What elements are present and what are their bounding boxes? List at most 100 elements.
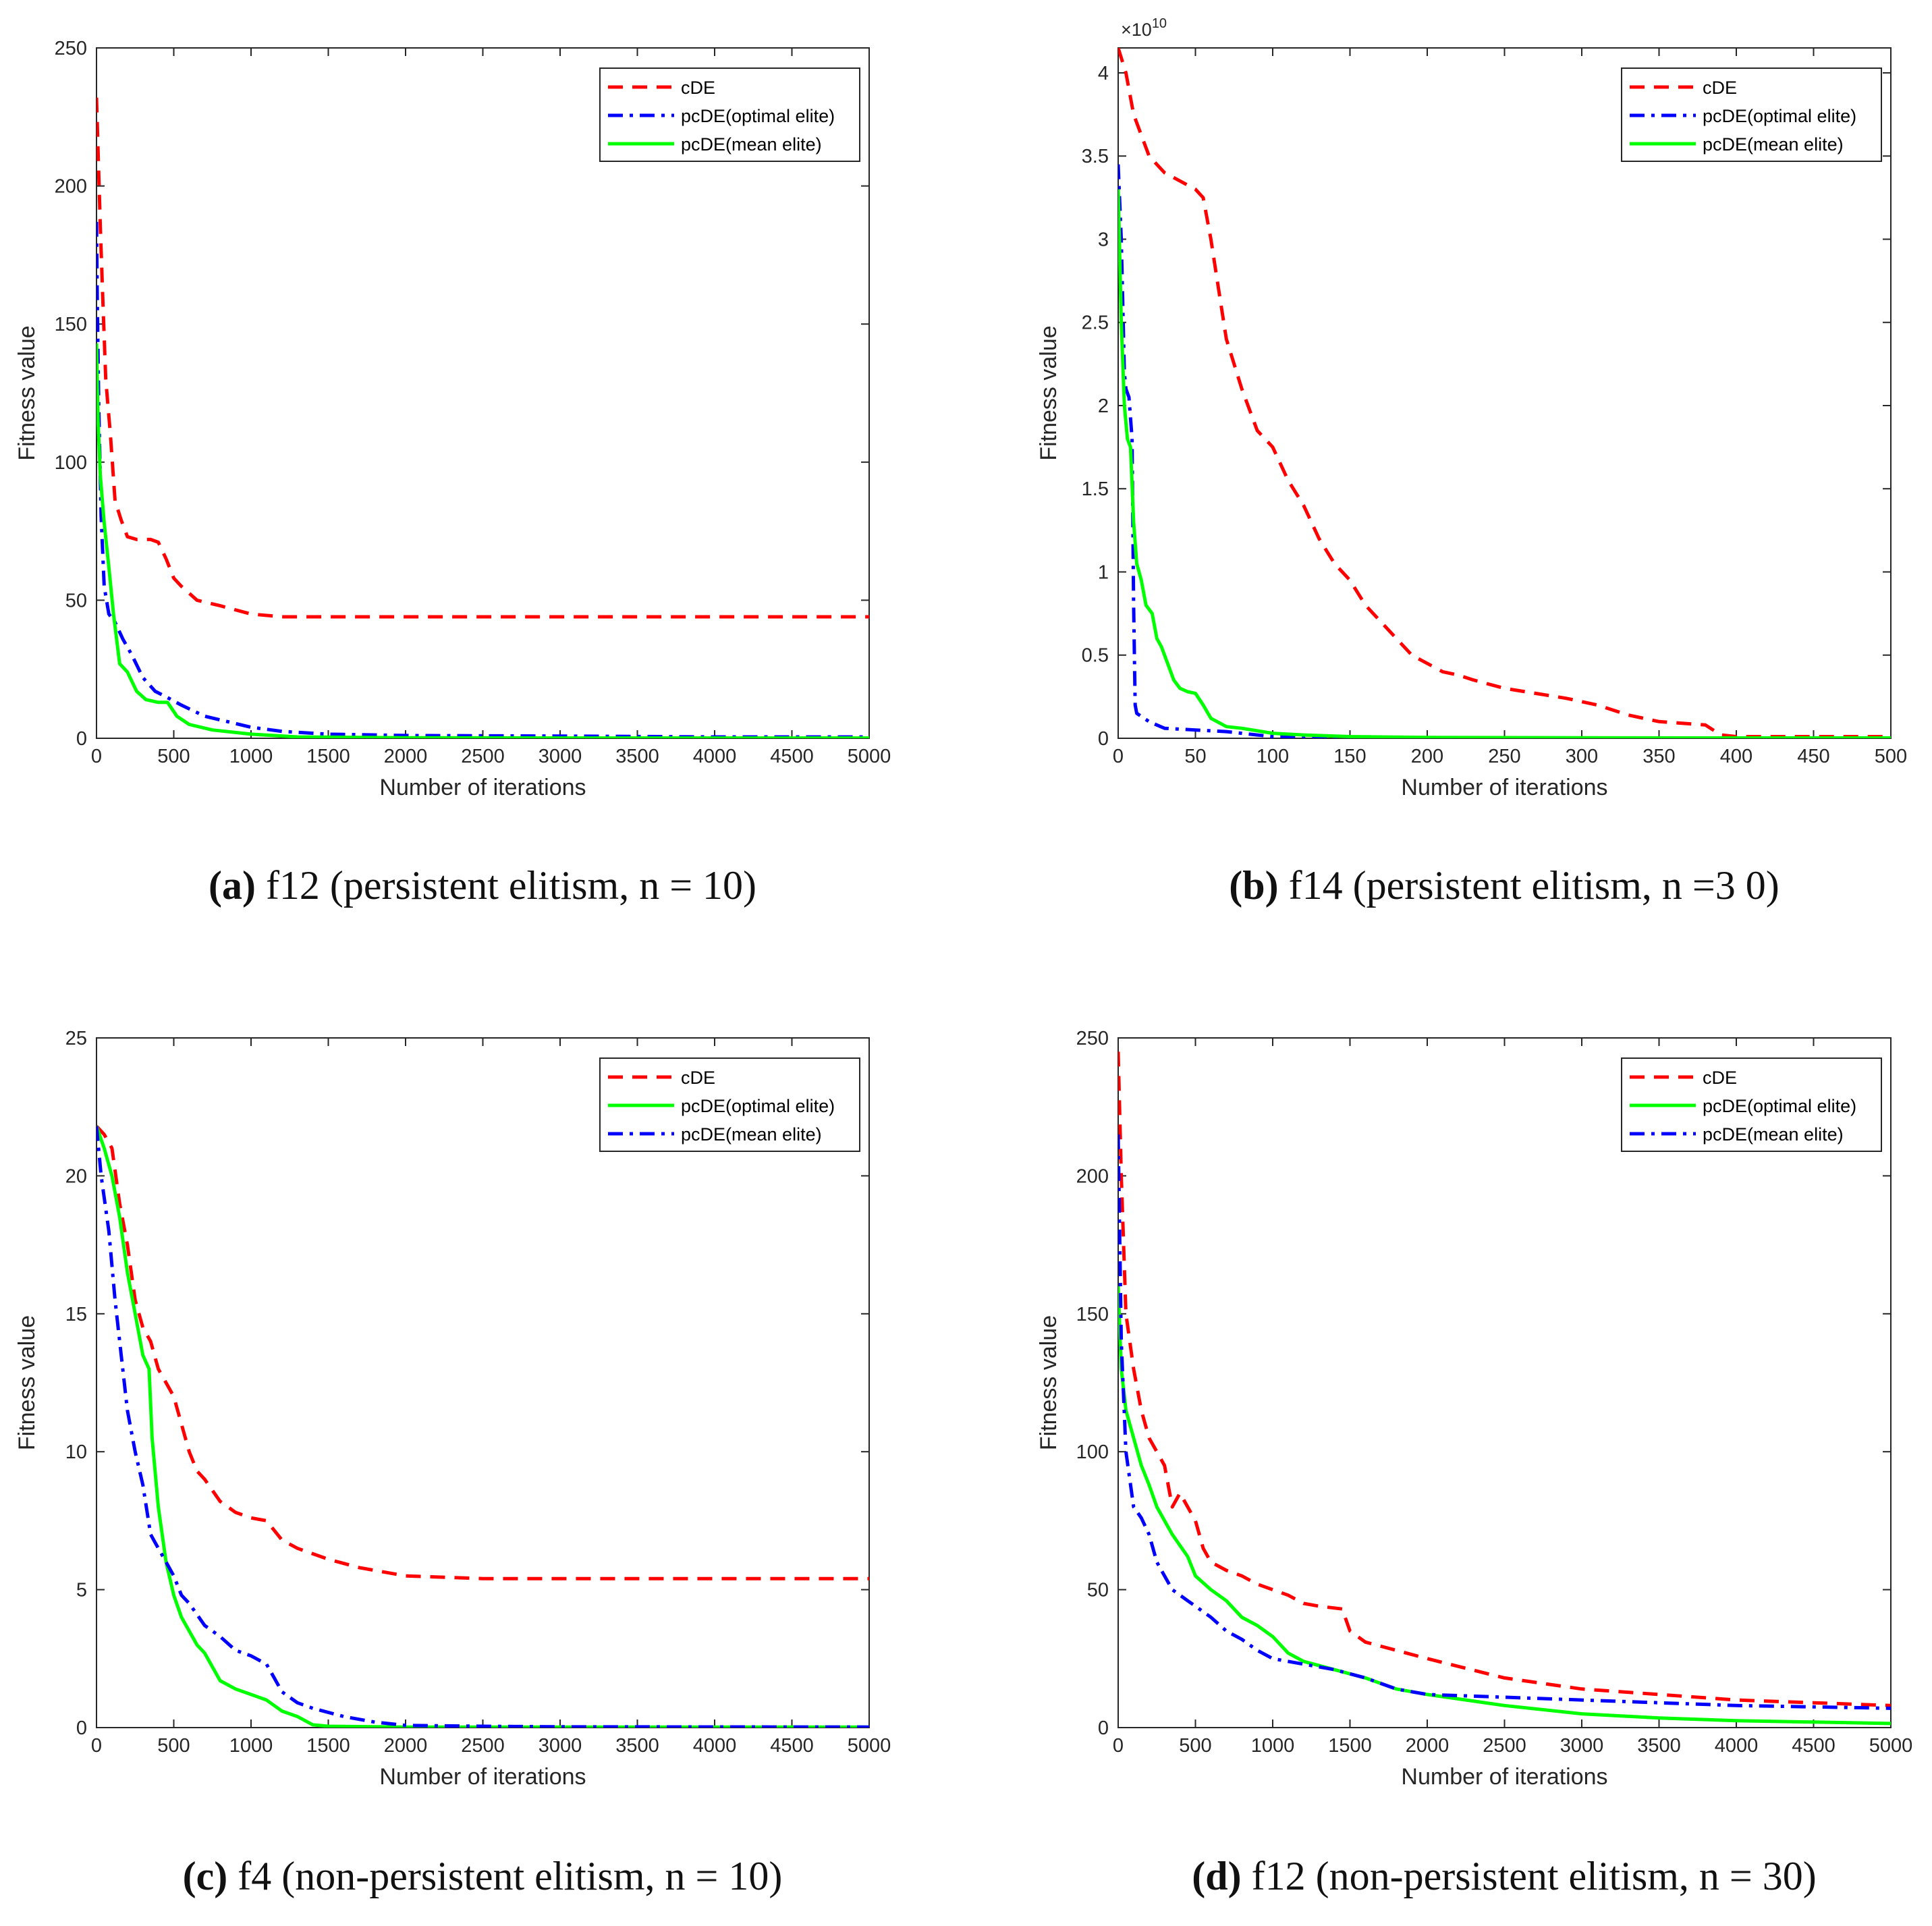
- y-tick-label: 100: [55, 452, 87, 474]
- x-tick-label: 1000: [229, 746, 273, 767]
- x-tick-label: 2500: [1483, 1735, 1526, 1757]
- y-tick-label: 200: [55, 176, 87, 198]
- legend-label: pcDE(optimal elite): [681, 1096, 835, 1116]
- y-tick-label: 10: [65, 1441, 87, 1463]
- panel-caption: (b) f14 (persistent elitism, n =3 0): [1229, 863, 1779, 908]
- x-axis-label: Number of iterations: [379, 775, 586, 800]
- legend-label: pcDE(optimal elite): [1703, 106, 1856, 126]
- legend-label: cDE: [1703, 1068, 1737, 1088]
- series-line-pcde-mean-elite-: [1118, 189, 1891, 738]
- legend-label: cDE: [681, 78, 715, 98]
- y-tick-label: 1: [1098, 561, 1109, 583]
- x-tick-label: 2000: [384, 746, 428, 767]
- chart-panel-3: 0 500 1000 1500 2000 2500 3000 3500 4000 4500 5000…: [1036, 1028, 1912, 1898]
- y-axis-label: Fitness value: [1036, 1315, 1061, 1450]
- panel-caption: (a) f12 (persistent elitism, n = 10): [209, 863, 756, 908]
- y-tick-label: 0: [1098, 728, 1109, 750]
- x-tick-label: 500: [157, 1735, 190, 1757]
- x-tick-label: 1500: [306, 1735, 350, 1757]
- x-tick-label: 3500: [615, 746, 659, 767]
- series-line-cde: [96, 1125, 869, 1580]
- x-tick-label: 200: [1411, 746, 1443, 767]
- x-tick-label: 0: [91, 746, 102, 767]
- legend-label: pcDE(optimal elite): [681, 106, 835, 126]
- legend-box: [599, 67, 860, 162]
- x-tick-label: 500: [1875, 746, 1907, 767]
- series-line-cde: [1118, 1051, 1891, 1707]
- series-line-pcde-optimal-elite-: [96, 1125, 869, 1728]
- panel-caption: (c) f4 (non-persistent elitism, n = 10): [183, 1854, 783, 1898]
- plot-area: [1117, 47, 1892, 739]
- x-tick-label: 3000: [1560, 1735, 1604, 1757]
- x-tick-label: 1500: [1328, 1735, 1372, 1757]
- y-axis-label: Fitness value: [14, 325, 40, 460]
- y-tick-label: 25: [65, 1028, 87, 1049]
- x-tick-label: 1500: [306, 746, 350, 767]
- y-tick-label: 0: [76, 728, 87, 750]
- legend-label: pcDE(mean elite): [681, 1124, 822, 1145]
- x-tick-label: 3000: [539, 746, 582, 767]
- y-tick-label: 250: [55, 38, 87, 59]
- x-tick-label: 1000: [1251, 1735, 1295, 1757]
- legend-label: pcDE(optimal elite): [1703, 1096, 1856, 1116]
- x-tick-label: 2000: [384, 1735, 428, 1757]
- legend-label: pcDE(mean elite): [681, 134, 822, 155]
- y-tick-label: 4: [1098, 63, 1109, 84]
- x-tick-label: 500: [1179, 1735, 1211, 1757]
- series-line-pcde-mean-elite-: [96, 343, 869, 738]
- legend-label: cDE: [681, 1068, 715, 1088]
- panel-caption: (d) f12 (non-persistent elitism, n = 30): [1192, 1854, 1816, 1898]
- plot-area: [96, 47, 870, 739]
- x-tick-label: 2500: [461, 1735, 505, 1757]
- x-tick-label: 3500: [1637, 1735, 1681, 1757]
- x-tick-label: 500: [157, 746, 190, 767]
- y-tick-label: 200: [1076, 1165, 1109, 1187]
- x-tick-label: 4000: [693, 1735, 737, 1757]
- chart-panel-1: 0 50 100 150 200 250 300 350 400 450 500 0 0.5 1 1.5 2 2…: [1036, 16, 1907, 908]
- x-tick-label: 4500: [770, 746, 814, 767]
- y-axis-label: Fitness value: [14, 1315, 40, 1450]
- x-axis-label: Number of iterations: [1401, 1764, 1607, 1790]
- x-tick-label: 5000: [1869, 1735, 1913, 1757]
- x-tick-label: 4000: [1715, 1735, 1759, 1757]
- y-tick-label: 5: [76, 1580, 87, 1601]
- x-tick-label: 350: [1643, 746, 1675, 767]
- chart-panel-0: 0 500 1000 1500 2000 2500 3000 3500 4000 4500 5000…: [14, 38, 891, 908]
- series-line-pcde-mean-elite-: [96, 1126, 869, 1728]
- x-tick-label: 100: [1257, 746, 1289, 767]
- y-tick-label: 150: [1076, 1304, 1109, 1325]
- y-axis-label: Fitness value: [1036, 325, 1061, 460]
- y-tick-label: 0: [76, 1717, 87, 1739]
- x-axis-label: Number of iterations: [1401, 775, 1607, 800]
- x-tick-label: 0: [1113, 1735, 1124, 1757]
- x-tick-label: 250: [1488, 746, 1520, 767]
- y-tick-label: 0.5: [1082, 645, 1109, 667]
- y-tick-label: 50: [65, 590, 87, 611]
- x-tick-label: 0: [91, 1735, 102, 1757]
- y-tick-label: 0: [1098, 1717, 1109, 1739]
- y-tick-label: 150: [55, 314, 87, 335]
- x-tick-label: 2000: [1406, 1735, 1450, 1757]
- y-tick-label: 3.5: [1082, 146, 1109, 167]
- y-tick-label: 3: [1098, 229, 1109, 250]
- series-line-cde: [96, 97, 869, 619]
- series-line-pcde-optimal-elite-: [96, 221, 869, 738]
- x-tick-label: 5000: [848, 1735, 891, 1757]
- legend-label: cDE: [1703, 78, 1737, 98]
- x-tick-label: 300: [1566, 746, 1598, 767]
- x-tick-label: 50: [1184, 746, 1206, 767]
- x-tick-label: 2500: [461, 746, 505, 767]
- plot-area: [1117, 1037, 1892, 1728]
- x-tick-label: 1000: [229, 1735, 273, 1757]
- y-exponent-label: ×1010: [1121, 16, 1167, 40]
- y-tick-label: 1.5: [1082, 478, 1109, 500]
- legend-label: pcDE(mean elite): [1703, 134, 1844, 155]
- x-tick-label: 400: [1720, 746, 1752, 767]
- x-tick-label: 3500: [615, 1735, 659, 1757]
- legend-label: pcDE(mean elite): [1703, 1124, 1844, 1145]
- x-tick-label: 0: [1113, 746, 1124, 767]
- series-line-pcde-mean-elite-: [1118, 1134, 1891, 1710]
- y-tick-label: 15: [65, 1304, 87, 1325]
- x-tick-label: 4500: [770, 1735, 814, 1757]
- x-tick-label: 450: [1797, 746, 1829, 767]
